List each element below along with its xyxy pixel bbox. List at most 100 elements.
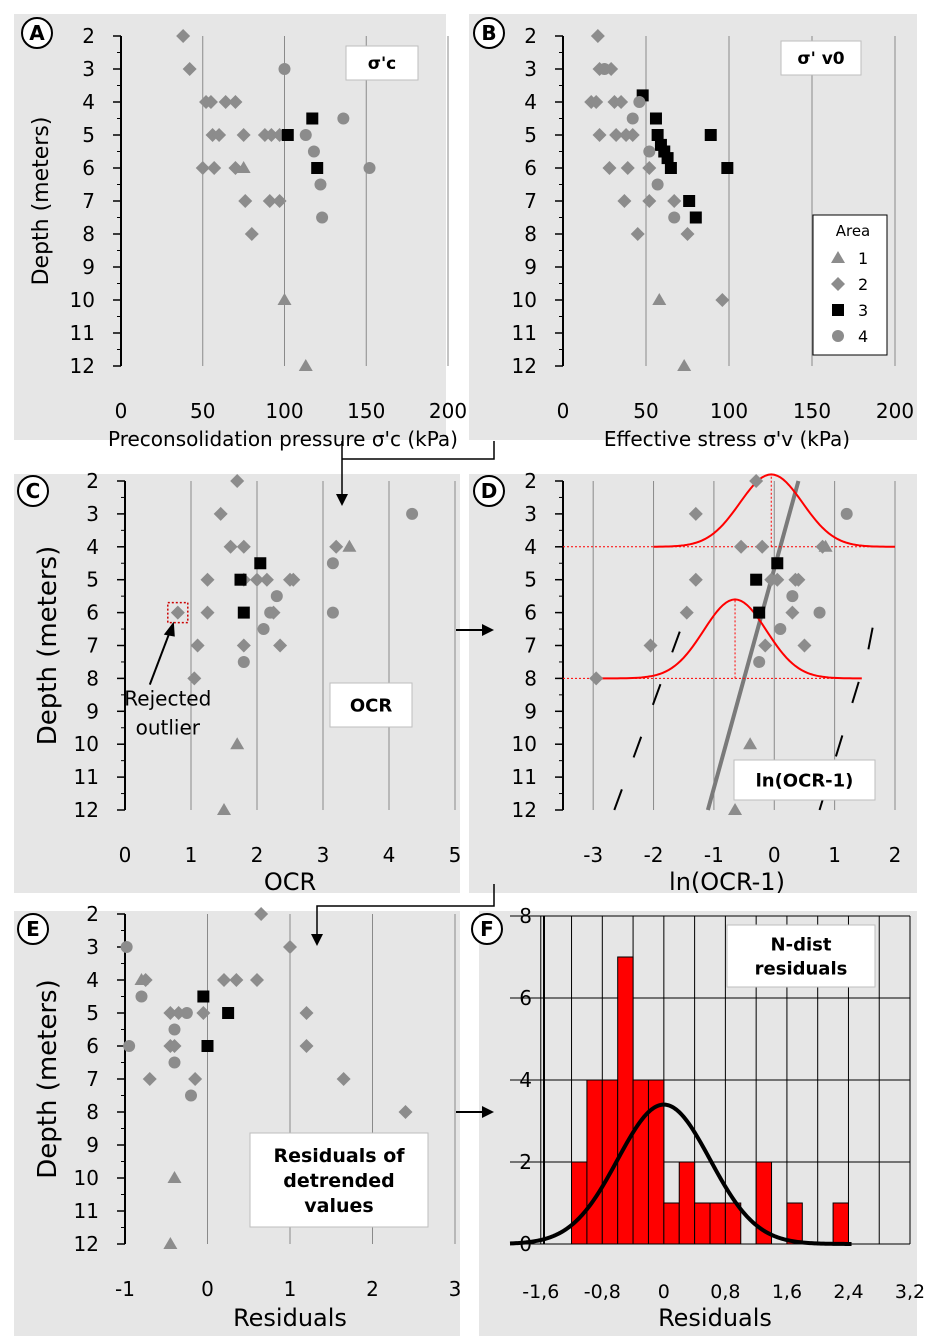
point-area-1 bbox=[728, 803, 743, 815]
point-area-2 bbox=[138, 973, 153, 987]
point-area-4 bbox=[237, 655, 250, 668]
point-area-3 bbox=[281, 129, 294, 141]
point-area-2 bbox=[188, 1072, 203, 1086]
x-tick-label: 1,6 bbox=[772, 1281, 802, 1303]
y-tick-label: 3 bbox=[524, 57, 537, 81]
point-area-4 bbox=[326, 557, 339, 570]
point-area-3 bbox=[721, 162, 734, 174]
point-area-2 bbox=[815, 539, 830, 554]
histogram-bar bbox=[663, 1202, 680, 1245]
point-area-2 bbox=[250, 572, 264, 587]
point-area-1 bbox=[677, 359, 692, 371]
histogram-bar bbox=[678, 1161, 696, 1245]
y-tick-label: 10 bbox=[70, 288, 95, 312]
y-tick-label: 5 bbox=[524, 568, 537, 592]
panel-C: 0 1 2 3 4 523456789101112RejectedoutlierOCROC… bbox=[17, 469, 461, 896]
y-tick-label: 10 bbox=[74, 732, 99, 756]
point-area-2 bbox=[236, 539, 251, 554]
y-tick-label: 10 bbox=[74, 1166, 99, 1190]
histogram-bar bbox=[724, 1202, 742, 1245]
point-area-4 bbox=[406, 507, 419, 520]
panel-backgrounds bbox=[14, 14, 917, 1336]
point-area-2 bbox=[749, 474, 764, 488]
x-axis-label: OCR bbox=[264, 868, 316, 896]
x-tick-label: 1 bbox=[185, 843, 198, 867]
point-area-1 bbox=[163, 1237, 178, 1249]
panel-letter: A bbox=[29, 21, 45, 45]
point-area-3 bbox=[654, 138, 667, 151]
y-tick-label: 12 bbox=[512, 354, 537, 378]
panel-letter-circle bbox=[471, 913, 503, 945]
connector-arrow-head bbox=[482, 624, 494, 636]
connector-arrow-head bbox=[336, 494, 348, 506]
outlier-highlight bbox=[167, 601, 189, 624]
point-area-2 bbox=[590, 29, 605, 43]
y-tick-label: 12 bbox=[70, 354, 95, 378]
x-tick-label: -3 bbox=[583, 843, 603, 867]
point-area-4 bbox=[774, 623, 787, 636]
point-area-2 bbox=[190, 638, 205, 653]
point-area-3 bbox=[234, 573, 247, 586]
x-tick-label: 2,4 bbox=[833, 1281, 863, 1303]
histogram-bar bbox=[632, 1079, 649, 1245]
histogram-bar bbox=[571, 1161, 588, 1245]
outlier-arrow bbox=[148, 626, 173, 685]
point-area-2 bbox=[299, 1039, 314, 1053]
x-tick-label: 2 bbox=[366, 1277, 379, 1301]
point-area-4 bbox=[840, 507, 853, 520]
point-area-3 bbox=[254, 557, 267, 570]
y-tick-label: 9 bbox=[86, 699, 99, 723]
legend-marker-1 bbox=[831, 251, 845, 263]
histogram-bar bbox=[709, 1202, 726, 1245]
point-area-2 bbox=[589, 671, 604, 686]
y-axis-label: Depth (meters) bbox=[33, 546, 63, 746]
point-area-2 bbox=[142, 1072, 157, 1086]
y-tick-label: 8 bbox=[86, 1100, 99, 1124]
y-tick-label: 12 bbox=[74, 798, 99, 822]
point-area-2 bbox=[272, 194, 287, 208]
point-area-4 bbox=[363, 162, 376, 174]
point-area-2 bbox=[218, 95, 233, 109]
panel-letter-circle bbox=[473, 17, 505, 49]
point-area-2 bbox=[336, 1072, 351, 1086]
point-area-2 bbox=[196, 1006, 211, 1020]
x-tick-label: 0 bbox=[768, 843, 781, 867]
legend-marker-4 bbox=[832, 330, 844, 342]
point-area-2 bbox=[238, 194, 253, 208]
point-area-4 bbox=[123, 1040, 136, 1052]
y-tick-label: 7 bbox=[82, 189, 95, 213]
connector-arrow-head bbox=[482, 1106, 494, 1118]
y-tick-label: 5 bbox=[86, 1001, 99, 1025]
point-area-2 bbox=[620, 161, 635, 175]
point-area-3 bbox=[237, 606, 250, 619]
y-tick-label: 3 bbox=[86, 502, 99, 526]
panel-letter-circle bbox=[17, 475, 49, 507]
title-box bbox=[726, 924, 876, 988]
y-tick-label: 4 bbox=[82, 90, 95, 114]
y-tick-label: 3 bbox=[86, 935, 99, 959]
y-tick-label: 4 bbox=[519, 1068, 532, 1092]
y-tick-label: 2 bbox=[82, 24, 95, 48]
point-area-1 bbox=[230, 737, 245, 750]
title-box bbox=[249, 1132, 429, 1228]
y-tick-label: 7 bbox=[524, 634, 537, 658]
panel-D: -3 -2 -1 0 1 223456789101112ln(OCR-1)ln(OCR-1… bbox=[473, 469, 901, 896]
y-tick-label: 4 bbox=[524, 535, 537, 559]
x-tick-label: 50 bbox=[190, 399, 215, 423]
point-area-2 bbox=[680, 227, 695, 241]
x-tick-label: 0,8 bbox=[710, 1281, 740, 1303]
point-area-3 bbox=[683, 195, 696, 207]
point-area-2 bbox=[262, 194, 277, 208]
panel-F: -1,6 -0,8 0 0,8 1,6 2,4 3,202468N-distresidual… bbox=[471, 904, 925, 1332]
y-tick-label: 8 bbox=[524, 666, 537, 690]
point-area-2 bbox=[163, 1006, 178, 1020]
point-area-2 bbox=[283, 940, 297, 954]
outlier-annotation: outlier bbox=[136, 716, 201, 740]
legend-label: 4 bbox=[858, 327, 868, 346]
confidence-bound-line bbox=[613, 628, 682, 811]
point-area-4 bbox=[135, 990, 148, 1003]
y-tick-label: 7 bbox=[86, 1067, 99, 1091]
panel-letter: B bbox=[481, 21, 496, 45]
y-tick-label: 6 bbox=[86, 601, 99, 625]
